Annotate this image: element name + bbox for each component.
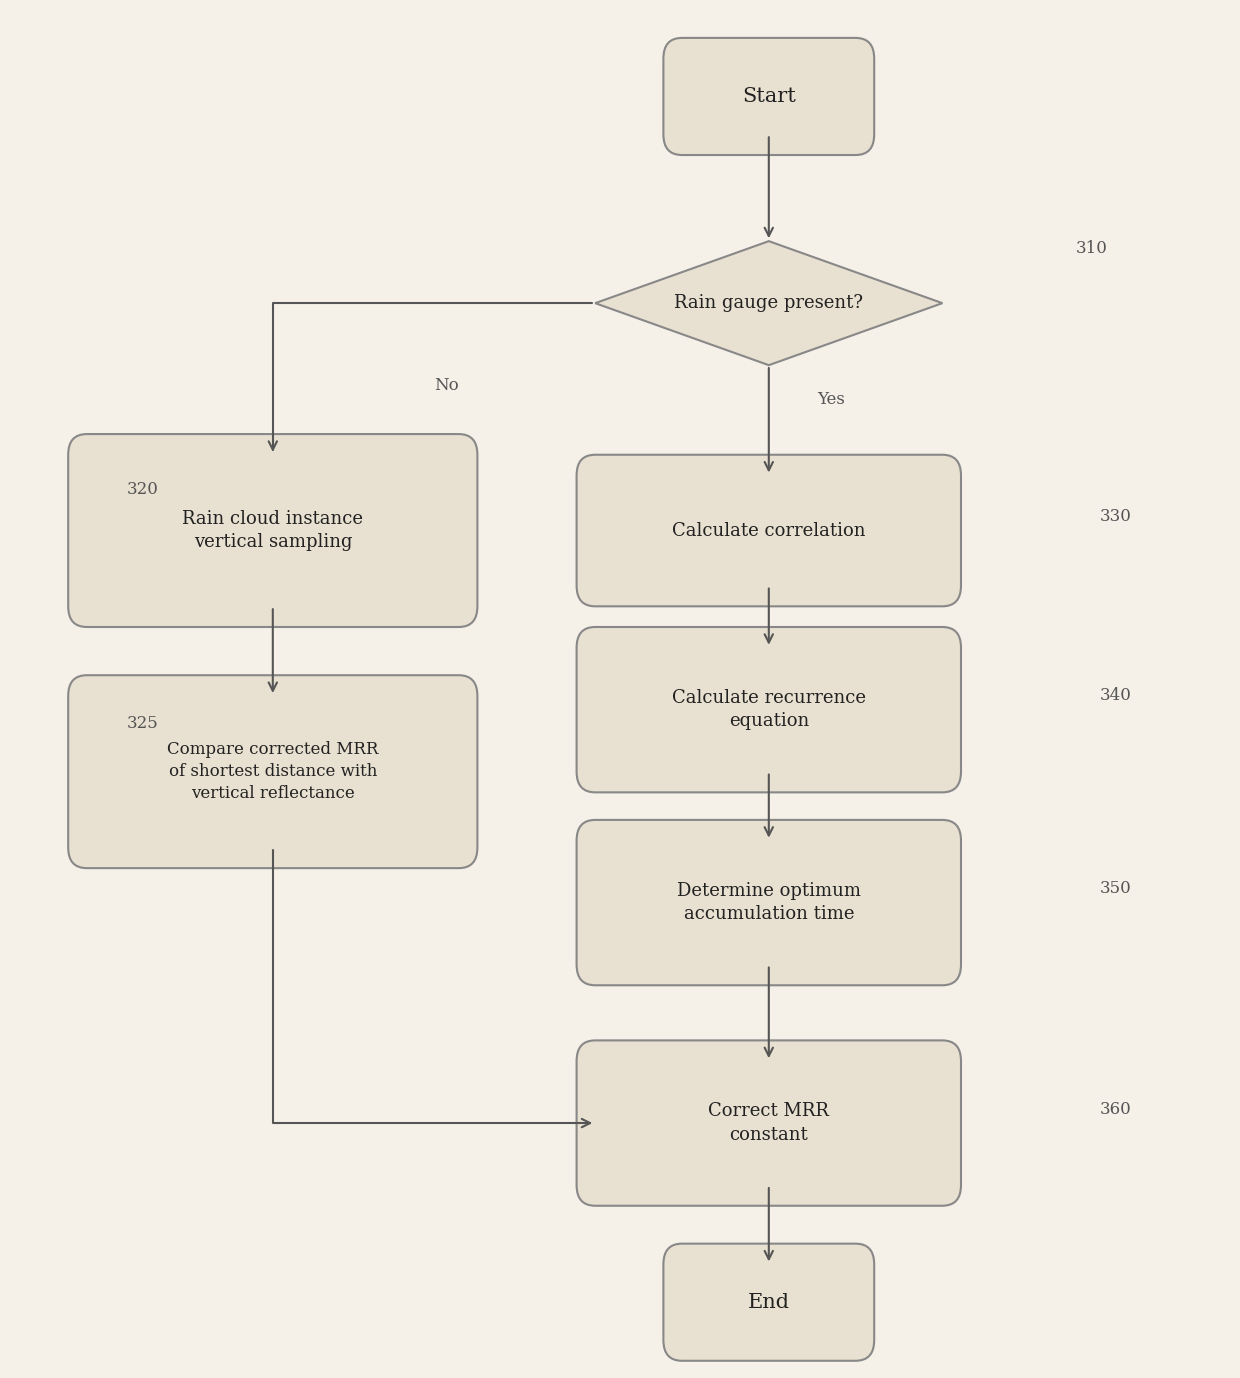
Text: 320: 320 bbox=[126, 481, 159, 497]
Text: 340: 340 bbox=[1100, 688, 1132, 704]
FancyBboxPatch shape bbox=[577, 1040, 961, 1206]
Text: 360: 360 bbox=[1100, 1101, 1132, 1118]
Text: No: No bbox=[434, 378, 459, 394]
Text: 310: 310 bbox=[1075, 240, 1107, 256]
FancyBboxPatch shape bbox=[663, 1244, 874, 1361]
Polygon shape bbox=[595, 241, 942, 365]
Text: Rain cloud instance
vertical sampling: Rain cloud instance vertical sampling bbox=[182, 510, 363, 551]
Text: 325: 325 bbox=[126, 715, 159, 732]
FancyBboxPatch shape bbox=[577, 627, 961, 792]
Text: 330: 330 bbox=[1100, 508, 1132, 525]
FancyBboxPatch shape bbox=[577, 455, 961, 606]
FancyBboxPatch shape bbox=[68, 675, 477, 868]
Text: Yes: Yes bbox=[817, 391, 844, 408]
FancyBboxPatch shape bbox=[68, 434, 477, 627]
FancyBboxPatch shape bbox=[663, 39, 874, 156]
Text: Start: Start bbox=[742, 87, 796, 106]
Text: Correct MRR
constant: Correct MRR constant bbox=[708, 1102, 830, 1144]
Text: Rain gauge present?: Rain gauge present? bbox=[675, 294, 863, 313]
Text: Compare corrected MRR
of shortest distance with
vertical reflectance: Compare corrected MRR of shortest distan… bbox=[167, 741, 378, 802]
Text: Determine optimum
accumulation time: Determine optimum accumulation time bbox=[677, 882, 861, 923]
Text: 350: 350 bbox=[1100, 881, 1132, 897]
FancyBboxPatch shape bbox=[577, 820, 961, 985]
Text: End: End bbox=[748, 1293, 790, 1312]
Text: Calculate recurrence
equation: Calculate recurrence equation bbox=[672, 689, 866, 730]
Text: Calculate correlation: Calculate correlation bbox=[672, 521, 866, 540]
